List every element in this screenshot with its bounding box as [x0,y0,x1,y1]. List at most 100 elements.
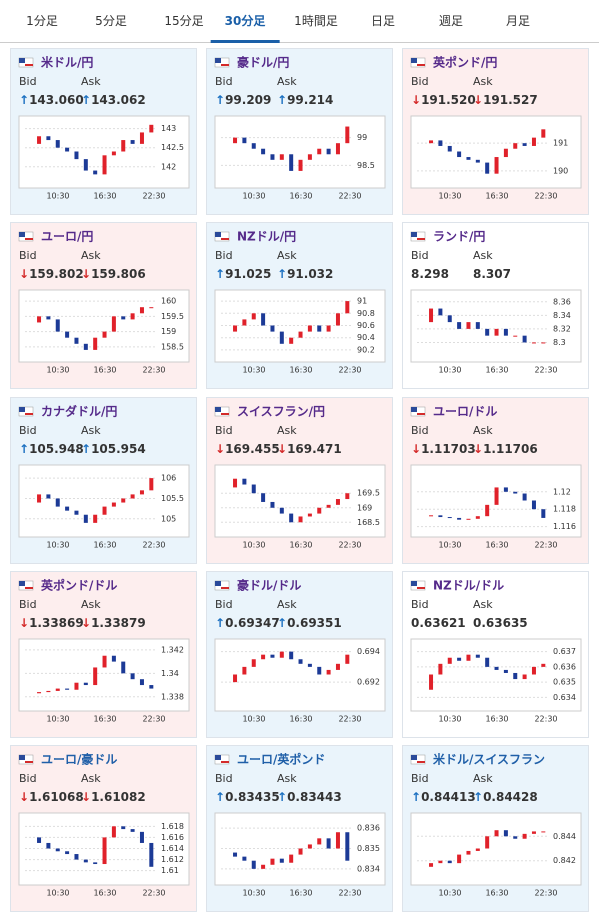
candle [335,143,340,155]
tab[interactable]: 30分足 [210,0,280,43]
candle [102,655,107,668]
candle [345,126,350,144]
candle [149,124,154,133]
candle [317,325,322,332]
candle [531,137,536,146]
ask-value: ↑143.062 [81,93,146,107]
candle [494,157,499,174]
candle [503,329,508,336]
candle [457,854,462,864]
y-tick-label: 191 [553,139,568,148]
flag-icon [417,64,425,66]
rate-card[interactable]: NZドル/円 Bid Ask ↑91.025 ↑91.032 90.2 90.4 90.6 90… [206,222,393,390]
candle [522,493,527,500]
candle [317,838,322,845]
candle [289,337,294,345]
x-tick-label: 10:30 [438,366,461,375]
rate-card[interactable]: スイスフラン/円 Bid Ask ↓169.455 ↓169.471 168.5 169 16… [206,396,393,564]
rate-card[interactable]: カナダドル/円 Bid Ask ↑105.948 ↑105.954 105 105.5 106… [10,396,197,564]
candle [261,492,266,502]
x-tick-label: 22:30 [534,192,557,201]
candle [335,832,340,849]
rate-card[interactable]: ユーロ/英ポンド Bid Ask ↑0.83435 ↑0.83443 0.834 0.835… [206,745,393,912]
y-tick-label: 91 [357,297,367,306]
flag-icon [411,580,417,586]
trend-arrow: ↓ [19,267,29,281]
rate-card[interactable]: 豪ドル/円 Bid Ask ↑99.209 ↑99.214 98.5 99 10:30 16:3… [206,48,393,215]
candle [130,140,135,144]
x-tick-label: 10:30 [46,540,69,549]
candle [149,842,154,867]
candle [345,492,350,499]
candle [111,502,116,507]
candle [345,654,350,664]
candle [541,342,546,344]
rate-card[interactable]: 英ポンド/ドル Bid Ask ↓1.33869 ↓1.33879 1.338 1.34 1.… [10,570,197,738]
candle [457,517,462,520]
candle [37,837,42,843]
bid-value: ↑0.84413 [411,790,476,804]
chart-frame [410,812,582,886]
y-tick-label: 1.338 [161,692,184,701]
trend-arrow: ↑ [473,790,483,804]
bid-label: Bid [411,249,429,262]
candle [65,688,70,690]
tab[interactable]: 週足 [438,14,464,28]
x-tick-label: 16:30 [93,366,116,375]
candle [531,342,536,344]
ask-value: ↓1.61082 [81,790,146,804]
candle [149,307,154,309]
candle [494,830,499,837]
bid-label: Bid [411,75,429,88]
rate-card[interactable]: ユーロ/ドル Bid Ask ↓1.11703 ↓1.11706 1.116 1.118 1.… [402,396,589,564]
x-tick-label: 16:30 [289,366,312,375]
tab[interactable]: 15分足 [164,14,204,28]
x-tick-label: 22:30 [534,714,557,723]
rate-card[interactable]: 米ドル/スイスフラン Bid Ask ↑0.84413 ↑0.84428 0.842 0.8… [402,745,589,912]
pair-title: 英ポンド/ドル [41,577,117,592]
bid-price: 1.61068 [29,790,84,804]
rate-card[interactable]: NZドル/ドル Bid Ask 0.63621 0.63635 0.634 0.635 0.6… [402,570,589,738]
candle [522,335,527,343]
candle [83,859,88,863]
rate-card[interactable]: ランド/円 Bid Ask 8.298 8.307 8.3 8.32 8.34 8.36 10:3… [402,222,589,390]
x-tick-label: 16:30 [485,540,508,549]
trend-arrow: ↓ [19,790,29,804]
rate-card[interactable]: 英ポンド/円 Bid Ask ↓191.520 ↓191.527 190 191 10:30 1… [402,48,589,215]
chart-frame [410,115,582,189]
flag-icon [25,761,33,763]
y-tick-label: 169 [357,503,372,512]
candle [289,513,294,522]
candle [289,651,294,659]
rate-card[interactable]: 豪ドル/ドル Bid Ask ↑0.69347 ↑0.69351 0.692 0.694 10… [206,570,393,738]
flag-icon [411,755,417,760]
card-svg: ランド/円 Bid Ask 8.298 8.307 8.3 8.32 8.34 8.36 10:3… [410,230,582,375]
tab[interactable]: 月足 [505,14,531,28]
ask-value: 8.307 [473,267,511,281]
rate-card[interactable]: ユーロ/円 Bid Ask ↓159.802 ↓159.806 158.5 159 159.5… [10,222,197,390]
x-tick-label: 10:30 [46,889,69,898]
y-tick-label: 0.835 [357,844,380,853]
tab[interactable]: 5分足 [95,14,127,28]
bid-value: ↑99.209 [215,93,271,107]
candle [242,856,247,861]
ask-value: ↑0.69351 [277,615,342,629]
pair-title: 豪ドル/ドル [237,577,301,592]
tab[interactable]: 1時間足 [294,14,338,28]
ask-label: Ask [81,249,101,262]
candle [111,826,116,838]
rate-card[interactable]: 米ドル/円 Bid Ask ↑143.060 ↑143.062 142 142.5 143 10… [10,48,197,215]
tab[interactable]: 1分足 [26,14,58,28]
candle [111,316,116,332]
tab[interactable]: 日足 [370,14,396,28]
y-tick-label: 190 [553,166,568,175]
x-tick-label: 16:30 [93,889,116,898]
x-tick-label: 16:30 [485,714,508,723]
rate-card[interactable]: ユーロ/豪ドル Bid Ask ↓1.61068 ↓1.61082 1.61 1.612 1.… [10,745,197,912]
candle [149,684,154,689]
pair-title: スイスフラン/円 [237,404,325,418]
candle [83,344,88,351]
bid-price: 1.33869 [29,615,84,629]
x-tick-label: 22:30 [338,540,361,549]
